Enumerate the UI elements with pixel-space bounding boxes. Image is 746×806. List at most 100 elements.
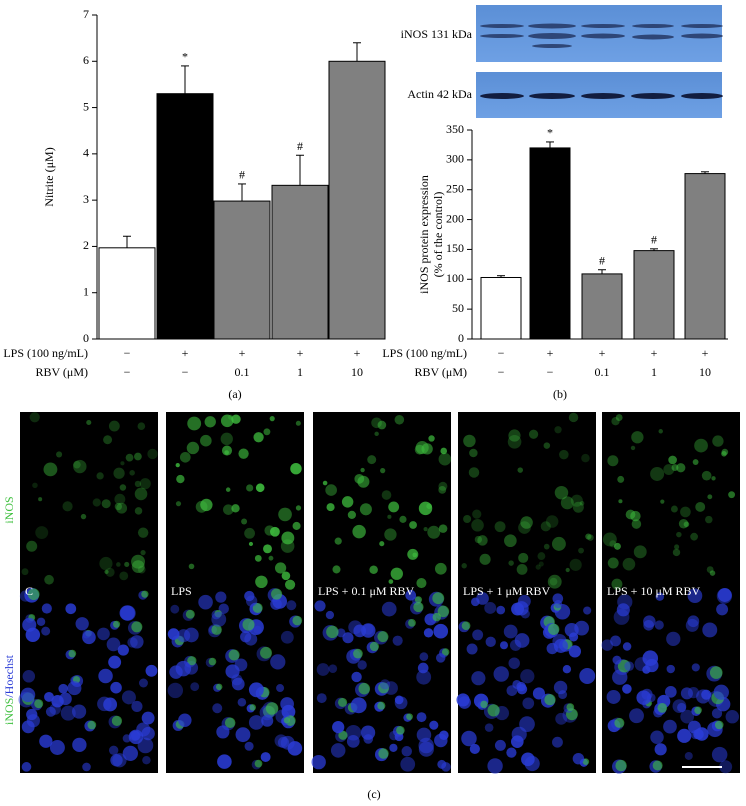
cell	[471, 518, 484, 532]
nucleus	[212, 703, 223, 714]
panel-label: (b)	[553, 387, 567, 401]
y-tick-label: 0	[83, 331, 89, 345]
bar	[633, 250, 675, 340]
cell	[709, 570, 716, 576]
nucleus	[650, 730, 664, 744]
treatment-level: +	[547, 346, 554, 360]
cell	[141, 590, 149, 598]
cell	[99, 556, 113, 571]
nucleus	[642, 665, 651, 674]
y-tick-label: 350	[446, 122, 464, 136]
nucleus	[381, 601, 397, 617]
cell	[441, 648, 450, 656]
cell	[390, 567, 403, 580]
nucleus	[117, 644, 129, 656]
nucleus	[211, 611, 227, 627]
nucleus	[122, 734, 132, 743]
cell	[147, 448, 158, 460]
y-tick-label: 250	[446, 181, 464, 195]
cell	[332, 565, 341, 574]
cell	[56, 451, 63, 458]
cell	[113, 620, 121, 628]
cell	[560, 496, 574, 510]
cell	[518, 552, 529, 563]
cell	[281, 571, 291, 581]
nucleus	[36, 617, 46, 626]
bar	[581, 273, 623, 340]
cell	[657, 703, 668, 713]
nucleus	[253, 625, 262, 634]
row-label-part: Hoechst	[2, 654, 16, 694]
cell	[187, 656, 197, 666]
nucleus	[552, 593, 564, 604]
cell	[114, 502, 123, 511]
cell	[268, 555, 274, 561]
cell	[68, 649, 77, 658]
cell	[438, 481, 448, 491]
row-label-part: /	[2, 694, 16, 698]
cell	[96, 472, 104, 480]
cell	[544, 694, 556, 706]
significance-mark: #	[651, 233, 657, 247]
cell	[295, 505, 302, 511]
cell	[378, 748, 389, 759]
cell	[559, 449, 569, 460]
nucleus	[520, 669, 535, 684]
cell	[570, 494, 583, 507]
cell	[254, 554, 262, 562]
nucleus	[717, 588, 732, 602]
cell	[516, 563, 528, 575]
cell	[721, 448, 729, 456]
nucleus	[506, 747, 517, 758]
cell	[62, 501, 73, 512]
cell	[131, 621, 143, 633]
cell	[269, 416, 275, 422]
nucleus	[485, 636, 496, 647]
nucleus	[348, 620, 363, 635]
nucleus	[579, 668, 596, 684]
nucleus	[622, 642, 632, 651]
significance-mark: *	[182, 50, 188, 64]
inos-blot	[476, 5, 722, 62]
cell	[124, 561, 130, 567]
treatment-level: 0.1	[235, 365, 250, 379]
cell	[200, 498, 213, 512]
cell	[387, 514, 392, 519]
cell	[543, 442, 551, 449]
nucleus	[711, 746, 728, 763]
cell	[200, 434, 212, 447]
cell	[253, 432, 264, 443]
cell	[101, 499, 111, 509]
cell	[406, 713, 413, 721]
nucleus	[484, 723, 494, 732]
nucleus	[72, 737, 87, 753]
cell	[618, 499, 623, 504]
cell	[352, 524, 366, 539]
nucleus	[49, 740, 65, 755]
cell	[271, 588, 283, 600]
cell	[73, 460, 81, 469]
nucleus	[392, 635, 403, 646]
cell	[270, 526, 280, 537]
nucleus	[555, 712, 568, 725]
cell	[543, 543, 550, 550]
panel-label: (a)	[228, 387, 241, 401]
cell	[551, 536, 566, 551]
cell	[231, 414, 241, 424]
cell	[129, 470, 135, 476]
micrograph-label: LPS + 1 μM RBV	[463, 584, 551, 598]
nucleus	[684, 751, 693, 760]
y-tick-label: 1	[83, 284, 89, 298]
nucleus	[511, 602, 524, 616]
nucleus	[416, 727, 432, 743]
nucleus	[499, 641, 509, 650]
cell	[125, 453, 134, 462]
nucleus	[624, 661, 634, 672]
treatment-level: +	[599, 346, 606, 360]
cell	[369, 565, 378, 575]
cell	[705, 515, 713, 524]
micrograph-label: LPS + 10 μM RBV	[607, 584, 701, 598]
cell	[211, 624, 222, 635]
y-tick-label: 0	[458, 331, 464, 345]
nucleus	[437, 759, 447, 769]
